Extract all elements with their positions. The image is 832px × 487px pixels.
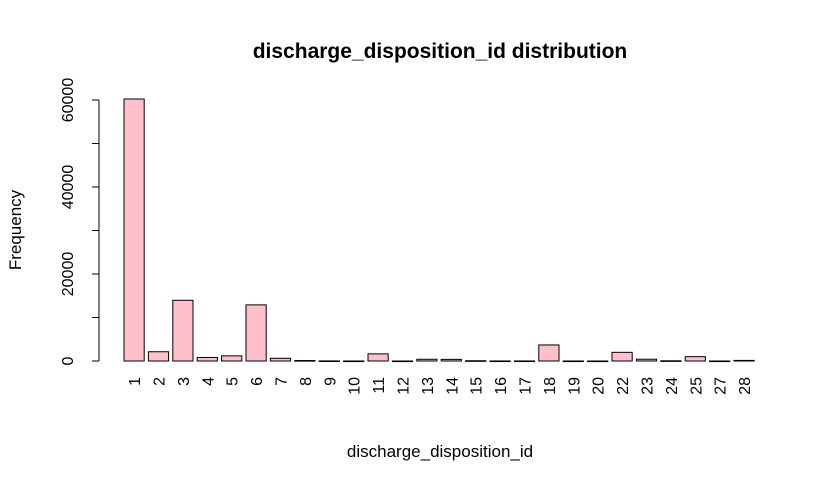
y-axis-label: Frequency	[6, 189, 25, 270]
x-tick-label-25: 25	[688, 377, 705, 395]
x-tick-label-9: 9	[322, 377, 339, 386]
chart-title: discharge_disposition_id distribution	[253, 40, 628, 63]
bar-10	[343, 360, 365, 363]
bar-8	[294, 360, 316, 362]
bar-1	[123, 98, 145, 362]
x-tick-label-18: 18	[542, 377, 559, 395]
x-tick-label-4: 4	[200, 377, 217, 386]
x-tick-labels: 1 2 3 4 5 6 7 8 9 10 11 12 13 14 15 16 17 18 19 20 22 23 24 25 2…	[127, 377, 754, 395]
bar-22	[611, 351, 633, 362]
x-tick-label-1: 1	[127, 377, 144, 386]
bar-16	[489, 360, 511, 363]
bar-13	[416, 358, 438, 362]
x-tick-label-22: 22	[615, 377, 632, 395]
x-tick-label-17: 17	[518, 377, 535, 395]
x-tick-label-24: 24	[664, 377, 681, 395]
y-tick-label: 60000	[60, 78, 77, 123]
x-tick-label-2: 2	[152, 377, 169, 386]
x-tick-label-19: 19	[566, 377, 583, 395]
x-tick-label-15: 15	[469, 377, 486, 395]
bar-24	[660, 360, 682, 362]
x-tick-label-23: 23	[640, 377, 657, 395]
x-tick-label-14: 14	[444, 377, 461, 395]
bar-28	[733, 359, 755, 362]
x-tick-label-10: 10	[347, 377, 364, 395]
x-tick-label-3: 3	[176, 377, 193, 386]
y-tick-label: 40000	[60, 165, 77, 210]
bar-14	[440, 358, 462, 362]
x-tick-label-11: 11	[371, 377, 388, 394]
x-tick-label-27: 27	[713, 377, 730, 395]
bar-18	[538, 344, 560, 362]
bar-3	[172, 299, 194, 362]
bar-7	[269, 357, 292, 362]
x-tick-label-20: 20	[591, 377, 608, 395]
bar-27	[709, 360, 731, 363]
x-tick-label-7: 7	[274, 377, 291, 386]
x-tick-label-13: 13	[420, 377, 437, 395]
x-tick-label-12: 12	[396, 377, 413, 395]
bar-12	[391, 360, 414, 363]
bar-15	[465, 360, 487, 362]
bar-25	[684, 356, 706, 362]
bar-5	[221, 355, 243, 362]
bar-2	[147, 351, 170, 362]
bar-9	[318, 360, 340, 363]
x-axis-label: discharge_disposition_id	[347, 442, 533, 461]
bars-group	[123, 98, 755, 363]
x-tick-label-28: 28	[737, 377, 754, 395]
y-axis: 0 20000 40000 60000	[60, 78, 100, 365]
bar-6	[245, 304, 267, 362]
bar-11	[367, 353, 389, 362]
bar-23	[635, 358, 658, 362]
x-tick-label-8: 8	[298, 377, 315, 386]
x-tick-label-16: 16	[493, 377, 510, 395]
x-tick-label-5: 5	[225, 377, 242, 386]
bar-4	[196, 356, 218, 362]
y-tick-label: 20000	[60, 252, 77, 297]
bar-17	[513, 360, 536, 363]
y-tick-label: 0	[60, 356, 77, 365]
bar-20	[587, 360, 609, 363]
x-tick-label-6: 6	[249, 377, 266, 386]
bar-19	[562, 360, 584, 363]
